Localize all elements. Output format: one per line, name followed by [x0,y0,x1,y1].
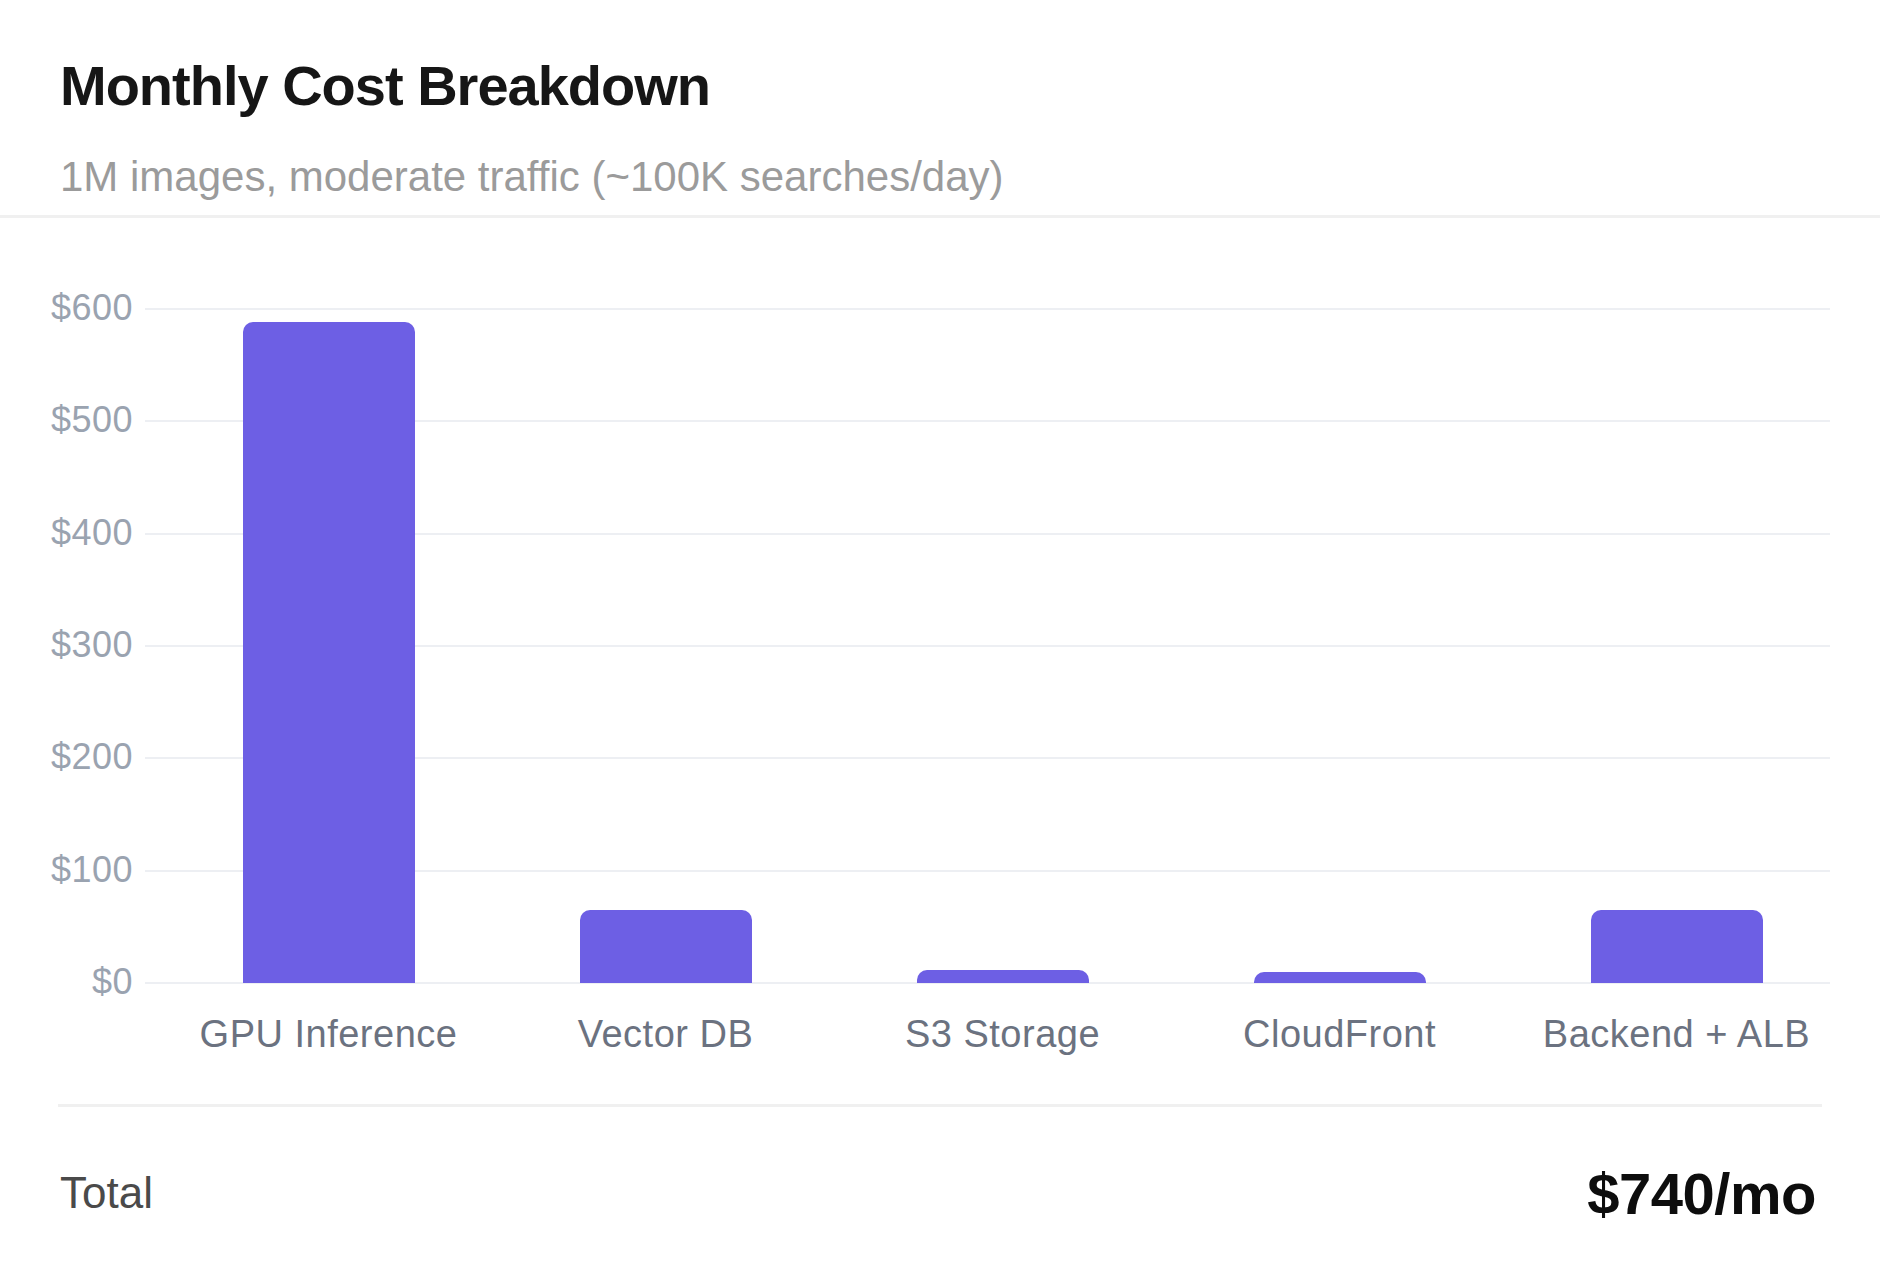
cost-breakdown-card: Monthly Cost Breakdown 1M images, modera… [0,0,1880,1286]
y-tick-label: $400 [0,515,133,551]
header-divider [0,215,1880,218]
footer-divider [58,1104,1822,1107]
x-category-label: CloudFront [1171,1012,1508,1058]
bar-column [1171,309,1508,983]
bar-s3-storage [917,970,1089,983]
bar-column [497,309,834,983]
bar-column [160,309,497,983]
x-category-label: Vector DB [497,1012,834,1058]
page-title: Monthly Cost Breakdown [60,54,710,118]
total-row: Total $740/mo [60,1148,1816,1238]
bar-gpu-inference [243,322,415,983]
page-subtitle: 1M images, moderate traffic (~100K searc… [60,152,1004,202]
y-tick-label: $600 [0,290,133,326]
bar-backend-alb [1591,910,1763,983]
total-value: $740/mo [1587,1160,1816,1227]
y-tick-label: $300 [0,627,133,663]
x-category-label: GPU Inference [160,1012,497,1058]
x-category-label: S3 Storage [834,1012,1171,1058]
y-tick-label: $500 [0,403,133,439]
y-tick-label: $100 [0,852,133,888]
x-axis-category-labels: GPU InferenceVector DBS3 StorageCloudFro… [160,1012,1845,1058]
total-label: Total [60,1168,153,1218]
y-tick-label: $200 [0,740,133,776]
bar-cloudfront [1254,972,1426,983]
bar-column [834,309,1171,983]
bar-series [160,309,1845,983]
y-tick-label: $0 [0,964,133,1000]
bar-vector-db [580,910,752,983]
bar-column [1508,309,1845,983]
x-category-label: Backend + ALB [1508,1012,1845,1058]
bar-chart: $0$100$200$300$400$500$600 [0,309,1880,983]
